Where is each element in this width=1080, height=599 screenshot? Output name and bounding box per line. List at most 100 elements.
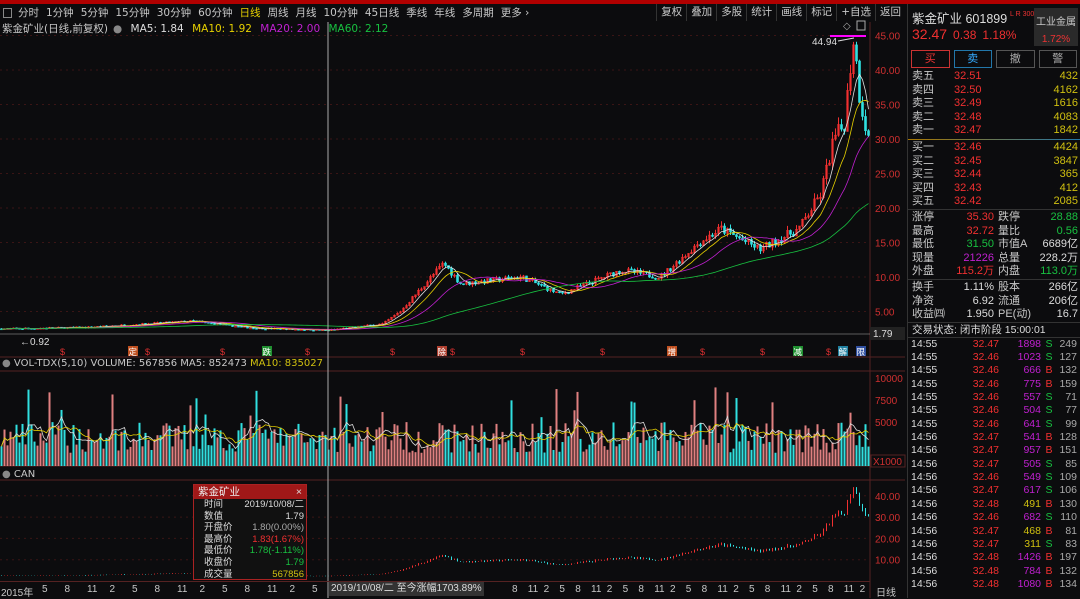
bid-row[interactable]: 买四 32.43 412 <box>908 182 1080 196</box>
candle <box>819 197 822 199</box>
candle <box>855 44 858 62</box>
layout-toggle-icon[interactable] <box>3 7 12 18</box>
ask-row[interactable]: 卖四 32.50 4162 <box>908 84 1080 98</box>
volume-bar <box>675 442 678 466</box>
crosshair-date-label: 2019/10/08/二 至今涨幅1703.89% <box>329 582 484 596</box>
tool-button[interactable]: 统计 <box>746 4 776 21</box>
trade-row: 14:55 32.46 1023 S 127 <box>908 351 1080 364</box>
level-price: 32.51 <box>954 70 982 82</box>
period-tab[interactable]: 5分钟 <box>80 7 109 19</box>
event-badge-label: 解 <box>839 347 848 357</box>
volume-bar <box>834 449 837 466</box>
bid-row[interactable]: 买五 32.42 2085 <box>908 195 1080 209</box>
industry-badge[interactable]: 工业金属 1.72% <box>1034 8 1078 46</box>
trade-list[interactable]: 14:55 32.47 1898 S 249 14:55 32.46 1023 S 127 14:5… <box>908 336 1080 592</box>
high-label: 44.94 <box>812 37 837 48</box>
volume-bar <box>735 398 738 466</box>
volume-bar <box>129 446 132 466</box>
ask-row[interactable]: 卖五 32.51 432 <box>908 70 1080 84</box>
tool-button[interactable]: 叠加 <box>686 4 716 21</box>
tool-button[interactable]: +自选 <box>836 4 875 21</box>
trade-volume: 784 <box>1023 564 1041 577</box>
trade-count: 85 <box>1065 457 1077 470</box>
trade-time: 14:55 <box>911 337 938 350</box>
stock-tags: L R 300 <box>1010 11 1035 18</box>
can-tick: 40.00 <box>875 492 900 503</box>
volume-bar <box>345 404 348 466</box>
period-tab[interactable]: 10分钟 <box>323 7 358 19</box>
stat-value: 16.7 <box>1056 308 1078 321</box>
volume-bar <box>510 400 513 466</box>
vol-tick: 5000 <box>875 418 898 429</box>
kline-chart[interactable]: 45.0040.0035.0030.0025.0020.0015.0010.00… <box>0 0 907 598</box>
volume-bar <box>36 445 39 466</box>
period-tab[interactable]: 周线 <box>267 7 289 19</box>
trade-side: B <box>1045 444 1053 457</box>
trade-side: B <box>1045 524 1053 537</box>
trade-status: 交易状态: 闭市阶段 15:00:01 <box>908 321 1080 337</box>
volume-bar <box>696 430 699 466</box>
candle <box>507 276 510 279</box>
cancel-order-button[interactable]: 撤 <box>996 50 1035 68</box>
tool-button[interactable]: 画线 <box>776 4 806 21</box>
stat-value: 6.92 <box>972 294 994 307</box>
industry-name: 工业金属 <box>1036 17 1076 28</box>
volume-bar <box>381 412 384 466</box>
period-tab[interactable]: 45日线 <box>364 7 400 19</box>
period-tab[interactable]: 15分钟 <box>115 7 150 19</box>
volume-bar <box>18 442 21 466</box>
ask-row[interactable]: 卖一 32.47 1842 <box>908 124 1080 138</box>
close-icon[interactable]: × <box>295 486 302 498</box>
tool-button[interactable]: 返回 <box>875 4 905 21</box>
period-tab[interactable]: 分时 <box>18 7 39 19</box>
volume-bar <box>198 448 201 466</box>
period-tab[interactable]: 季线 <box>406 7 428 19</box>
time-tick: 11 <box>87 584 98 595</box>
volume-bar <box>141 446 144 466</box>
event-badge-label: 除 <box>438 347 447 357</box>
stat-row: 外盘 115.2万 内盘 113.0万 <box>908 265 1080 279</box>
tool-button[interactable]: 标记 <box>806 4 836 21</box>
settings-icon[interactable]: ● <box>113 23 123 35</box>
volume-bar <box>849 412 852 466</box>
sell-button[interactable]: 卖 <box>953 50 992 68</box>
can-tick: 30.00 <box>875 513 900 524</box>
tool-button[interactable]: 复权 <box>656 4 686 21</box>
period-tab[interactable]: 多周期 <box>462 7 494 19</box>
period-tab[interactable]: 年线 <box>434 7 456 19</box>
trade-count: 132 <box>1059 364 1077 377</box>
alert-button[interactable]: 警 <box>1038 50 1077 68</box>
period-tab[interactable]: 更多 › <box>500 7 530 19</box>
candle <box>738 236 741 239</box>
volume-bar <box>513 448 516 466</box>
volume-bar <box>228 444 231 466</box>
time-tick: 2 <box>796 584 802 595</box>
bid-row[interactable]: 买三 32.44 365 <box>908 168 1080 182</box>
tool-button[interactable]: 多股 <box>716 4 746 21</box>
ma5-value: MA5: 1.84 <box>130 23 184 35</box>
period-tab[interactable]: 日线 <box>239 7 261 19</box>
dividend-marker: $ <box>390 347 395 357</box>
bid-row[interactable]: 买一 32.46 4424 <box>908 141 1080 155</box>
ask-row[interactable]: 卖二 32.48 4083 <box>908 111 1080 125</box>
ask-row[interactable]: 卖三 32.49 1616 <box>908 97 1080 111</box>
period-tab[interactable]: 1分钟 <box>46 7 74 19</box>
volume-bar <box>45 442 48 466</box>
trade-time: 14:56 <box>911 497 938 510</box>
trade-price: 32.46 <box>972 404 999 417</box>
buy-button[interactable]: 买 <box>911 50 950 68</box>
bid-row[interactable]: 买二 32.45 3847 <box>908 155 1080 169</box>
volume-bar <box>3 429 6 466</box>
volume-bar <box>102 448 105 466</box>
volume-bar <box>294 429 297 466</box>
volume-bar <box>786 438 789 466</box>
period-tab[interactable]: 60分钟 <box>198 7 233 19</box>
volume-bar <box>531 423 534 466</box>
period-tab[interactable]: 30分钟 <box>156 7 192 19</box>
volume-bar <box>219 430 222 466</box>
period-tab[interactable]: 月线 <box>295 7 317 19</box>
chart-tools: 复权 叠加 多股 统计 画线 标记 +自选 返回 <box>656 4 905 21</box>
volume-bar <box>840 422 843 466</box>
volume-bar <box>171 446 174 466</box>
volume-bar <box>351 446 354 466</box>
